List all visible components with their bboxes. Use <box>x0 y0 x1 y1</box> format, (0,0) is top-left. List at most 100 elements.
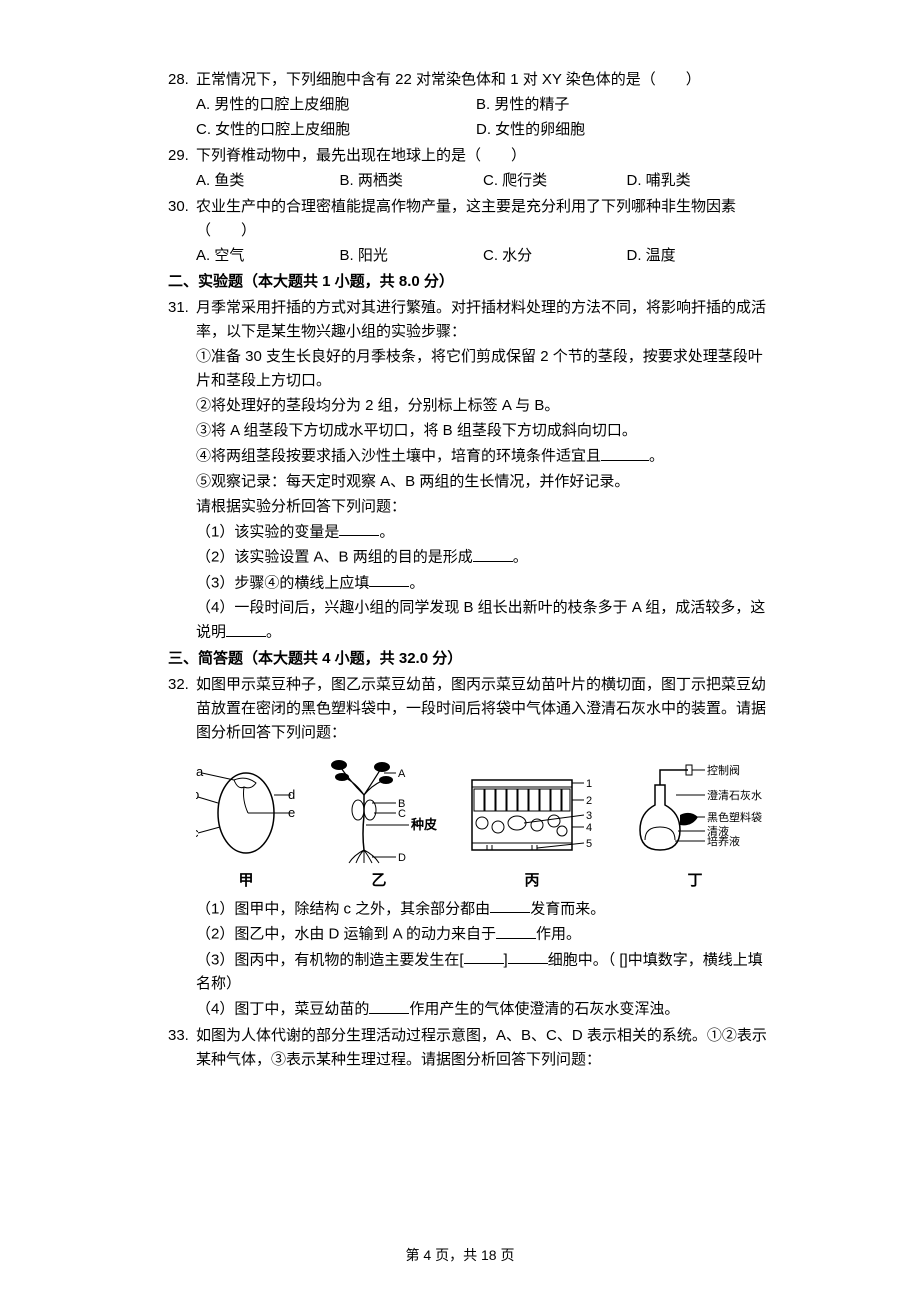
sub-2: （2）该实验设置 A、B 两组的目的是形成。 <box>196 545 770 570</box>
hint: 请根据实验分析回答下列问题： <box>196 495 770 519</box>
fig-label-ding: 丁 <box>687 869 702 893</box>
fig-label-yi: 乙 <box>371 869 386 893</box>
section-3-title: 三、简答题（本大题共 4 小题，共 32.0 分） <box>168 647 770 671</box>
svg-text:黑色塑料袋: 黑色塑料袋 <box>707 810 762 824</box>
svg-text:4: 4 <box>586 822 592 834</box>
svg-text:1: 1 <box>586 778 592 790</box>
question-text: 月季常采用扞插的方式对其进行繁殖。对扞插材料处理的方法不同，将影响扞插的成活率，… <box>196 296 770 344</box>
svg-text:培养液: 培养液 <box>707 834 740 848</box>
option-a: A. 男性的口腔上皮细胞 <box>196 93 476 117</box>
question-text: 下列脊椎动物中，最先出现在地球上的是（ ） <box>196 144 770 168</box>
question-text: 正常情况下，下列细胞中含有 22 对常染色体和 1 对 XY 染色体的是（ ） <box>196 68 770 92</box>
blank-input[interactable] <box>369 571 409 588</box>
question-28: 28. 正常情况下，下列细胞中含有 22 对常染色体和 1 对 XY 染色体的是… <box>168 68 770 142</box>
sub-3-suffix: 。 <box>409 574 424 591</box>
footer-total: 18 <box>481 1247 497 1263</box>
question-30: 30. 农业生产中的合理密植能提高作物产量，这主要是充分利用了下列哪种非生物因素… <box>168 195 770 268</box>
blank-input[interactable] <box>496 922 536 939</box>
svg-text:a: a <box>196 764 204 779</box>
fig-label-bing: 丙 <box>524 869 539 893</box>
figure-bing: 1 2 3 4 5 丙 <box>462 765 602 893</box>
step-4: ④将两组茎段按要求插入沙性土壤中，培育的环境条件适宜且 。 <box>196 444 770 469</box>
question-29: 29. 下列脊椎动物中，最先出现在地球上的是（ ） A. 鱼类 B. 两栖类 C… <box>168 144 770 193</box>
blank-input[interactable] <box>508 948 548 965</box>
svg-text:d: d <box>288 787 295 802</box>
question-text: 如图甲示菜豆种子，图乙示菜豆幼苗，图丙示菜豆幼苗叶片的横切面，图丁示把菜豆幼苗放… <box>196 673 770 745</box>
blank-input[interactable] <box>369 997 409 1014</box>
option-c: C. 爬行类 <box>483 169 627 193</box>
svg-text:e: e <box>288 805 295 820</box>
question-number: 29. <box>168 144 196 168</box>
sub-2-suffix: 。 <box>513 549 528 566</box>
option-d: D. 哺乳类 <box>627 169 771 193</box>
option-c: C. 水分 <box>483 244 627 268</box>
svg-text:b: b <box>196 787 199 802</box>
step-4-text: ④将两组茎段按要求插入沙性土壤中，培育的环境条件适宜且 <box>196 448 601 465</box>
sub-3: （3）步骤④的横线上应填 。 <box>196 571 770 596</box>
fig-label-jia: 甲 <box>238 869 253 893</box>
sub-1-text: （1）图甲中，除结构 c 之外，其余部分都由 <box>196 900 490 917</box>
sub-1: （1）该实验的变量是 。 <box>196 520 770 545</box>
sub-1-text: （1）该实验的变量是 <box>196 523 339 540</box>
question-number: 31. <box>168 296 196 320</box>
sub-1-suffix: 。 <box>379 523 394 540</box>
svg-text:控制阀: 控制阀 <box>707 763 740 777</box>
footer-mid: 页，共 <box>431 1247 481 1263</box>
question-number: 32. <box>168 673 196 697</box>
sub-4: （4）图丁中，菜豆幼苗的 作用产生的气体使澄清的石灰水变浑浊。 <box>196 997 770 1022</box>
sub-2-text: （2）图乙中，水由 D 运输到 A 的动力来自于 <box>196 926 496 943</box>
question-33: 33. 如图为人体代谢的部分生理活动过程示意图，A、B、C、D 表示相关的系统。… <box>168 1024 770 1072</box>
step-4-suffix: 。 <box>649 448 664 465</box>
step-1: ①准备 30 支生长良好的月季枝条，将它们剪成保留 2 个节的茎段，按要求处理茎… <box>196 345 770 393</box>
question-number: 28. <box>168 68 196 92</box>
option-a: A. 鱼类 <box>196 169 340 193</box>
svg-text:A: A <box>398 768 406 780</box>
section-2-title: 二、实验题（本大题共 1 小题，共 8.0 分） <box>168 270 770 294</box>
sub-4: （4）一段时间后，兴趣小组的同学发现 B 组长出新叶的枝条多于 A 组，成活较多… <box>196 596 770 645</box>
sub-2: （2）图乙中，水由 D 运输到 A 的动力来自于 作用。 <box>196 922 770 947</box>
figure-yi: A B C 种皮 D 乙 <box>314 755 444 893</box>
svg-text:澄清石灰水: 澄清石灰水 <box>707 788 762 802</box>
page-footer: 第 4 页，共 18 页 <box>0 1244 920 1266</box>
blank-input[interactable] <box>464 948 504 965</box>
blank-input[interactable] <box>473 545 513 562</box>
svg-text:5: 5 <box>586 838 592 850</box>
question-text: 如图为人体代谢的部分生理活动过程示意图，A、B、C、D 表示相关的系统。①②表示… <box>196 1024 770 1072</box>
blank-input[interactable] <box>490 897 530 914</box>
footer-prefix: 第 <box>406 1247 424 1263</box>
sub-3: （3）图丙中，有机物的制造主要发生在[]细胞中。（ []中填数字，横线上填名称） <box>196 948 770 997</box>
blank-input[interactable] <box>339 520 379 537</box>
sub-4-suffix: 。 <box>266 624 281 641</box>
sub-2-suffix: 作用。 <box>536 926 581 943</box>
sub-3-text: （3）图丙中，有机物的制造主要发生在[ <box>196 951 464 968</box>
sub-1-suffix: 发育而来。 <box>530 900 605 917</box>
sub-3-text: （3）步骤④的横线上应填 <box>196 574 369 591</box>
figure-ding: 控制阀 澄清石灰水 黑色塑料袋 清液 培养液 丁 <box>620 755 770 893</box>
option-d: D. 温度 <box>627 244 771 268</box>
step-5: ⑤观察记录：每天定时观察 A、B 两组的生长情况，并作好记录。 <box>196 470 770 494</box>
step-2: ②将处理好的茎段均分为 2 组，分别标上标签 A 与 B。 <box>196 394 770 418</box>
step-3: ③将 A 组茎段下方切成水平切口，将 B 组茎段下方切成斜向切口。 <box>196 419 770 443</box>
option-c: C. 女性的口腔上皮细胞 <box>196 118 476 142</box>
svg-text:3: 3 <box>586 810 592 822</box>
sub-4-suffix: 作用产生的气体使澄清的石灰水变浑浊。 <box>409 1001 679 1018</box>
question-number: 33. <box>168 1024 196 1048</box>
question-31: 31. 月季常采用扞插的方式对其进行繁殖。对扞插材料处理的方法不同，将影响扞插的… <box>168 296 770 645</box>
sub-1: （1）图甲中，除结构 c 之外，其余部分都由 发育而来。 <box>196 897 770 922</box>
figures-row: a b c d e 甲 <box>196 755 770 893</box>
blank-input[interactable] <box>601 444 649 461</box>
option-d: D. 女性的卵细胞 <box>476 118 770 142</box>
question-text: 农业生产中的合理密植能提高作物产量，这主要是充分利用了下列哪种非生物因素（ ） <box>196 195 770 243</box>
sub-4-text: （4）一段时间后，兴趣小组的同学发现 B 组长出新叶的枝条多于 A 组，成活较多… <box>196 599 765 641</box>
svg-text:种皮: 种皮 <box>410 817 437 832</box>
blank-input[interactable] <box>226 620 266 637</box>
sub-4-text: （4）图丁中，菜豆幼苗的 <box>196 1001 369 1018</box>
option-b: B. 两栖类 <box>340 169 484 193</box>
question-32: 32. 如图甲示菜豆种子，图乙示菜豆幼苗，图丙示菜豆幼苗叶片的横切面，图丁示把菜… <box>168 673 770 1022</box>
svg-text:C: C <box>398 808 406 820</box>
option-a: A. 空气 <box>196 244 340 268</box>
figure-jia: a b c d e 甲 <box>196 755 296 893</box>
svg-text:D: D <box>398 852 406 864</box>
footer-suffix: 页 <box>497 1247 515 1263</box>
option-b: B. 男性的精子 <box>476 93 770 117</box>
